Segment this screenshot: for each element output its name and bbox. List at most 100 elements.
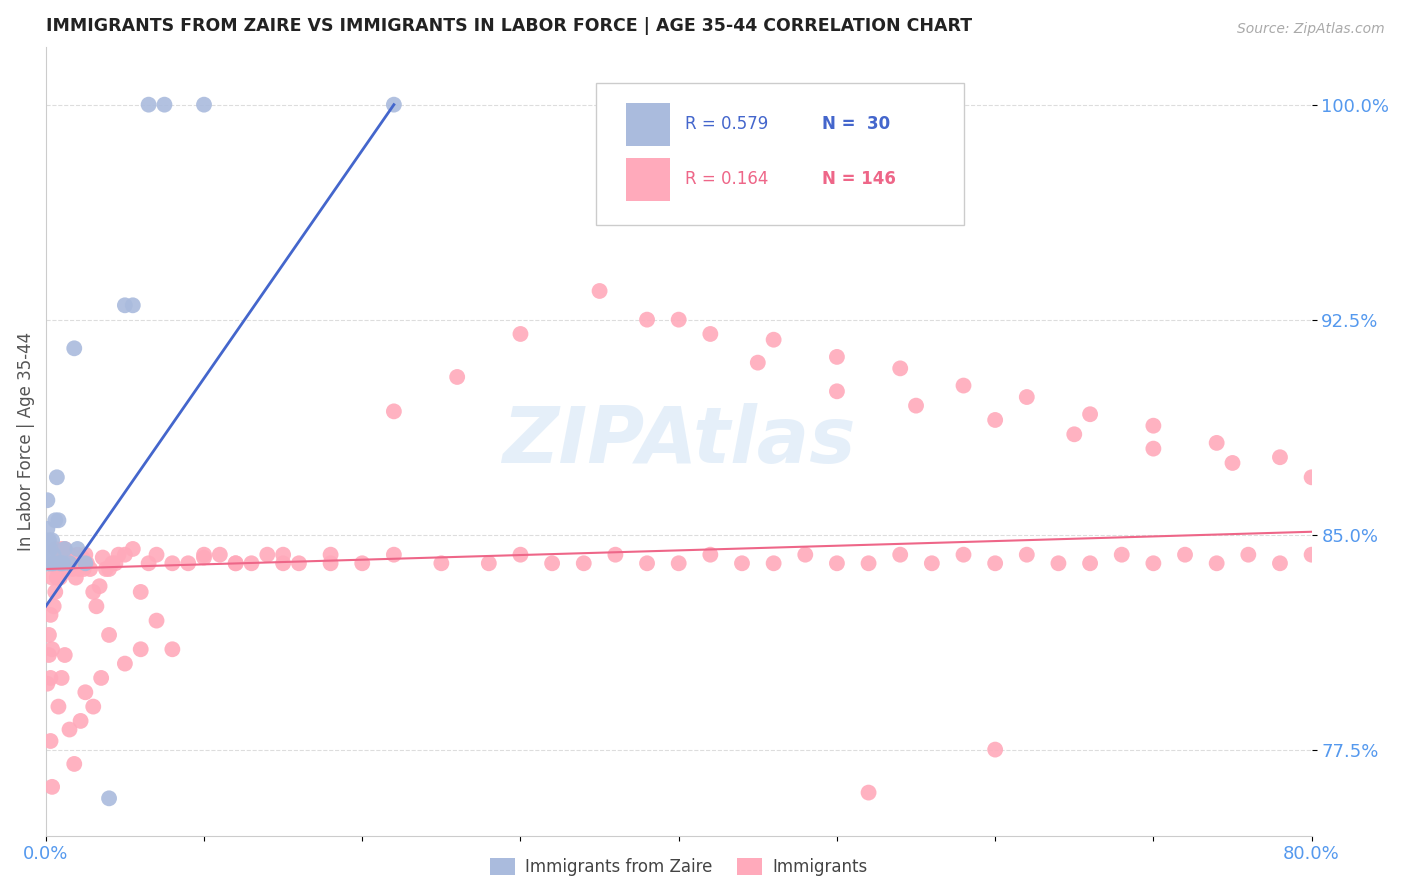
Point	[91, 550, 114, 565]
Point	[177, 556, 200, 570]
Point	[51, 556, 73, 570]
Point	[52, 550, 75, 565]
Point	[52, 556, 75, 570]
Point	[1205, 556, 1227, 570]
Point	[382, 548, 405, 562]
Point	[41, 780, 63, 794]
Point	[145, 548, 167, 562]
Point	[1015, 390, 1038, 404]
Point	[69, 556, 91, 570]
Point	[37, 522, 59, 536]
Point	[42, 556, 65, 570]
Point	[588, 284, 610, 298]
Point	[67, 562, 90, 576]
Point	[52, 556, 75, 570]
Text: N =  30: N = 30	[821, 115, 890, 133]
Point	[984, 742, 1007, 756]
Point	[101, 556, 124, 570]
Point	[1222, 456, 1244, 470]
Point	[382, 97, 405, 112]
Point	[145, 614, 167, 628]
Point	[288, 556, 311, 570]
Point	[38, 628, 60, 642]
FancyBboxPatch shape	[626, 158, 669, 201]
Point	[55, 562, 77, 576]
Point	[446, 370, 468, 384]
Point	[271, 556, 294, 570]
Point	[572, 556, 595, 570]
Point	[58, 556, 80, 570]
Point	[38, 648, 60, 662]
Point	[55, 550, 77, 565]
Point	[76, 556, 98, 570]
Text: N = 146: N = 146	[821, 170, 896, 188]
FancyBboxPatch shape	[596, 83, 963, 225]
Point	[636, 312, 658, 326]
Point	[51, 541, 73, 556]
Point	[762, 333, 785, 347]
Point	[58, 556, 80, 570]
Point	[38, 533, 60, 548]
Point	[225, 556, 247, 570]
Point	[48, 513, 70, 527]
Point	[44, 513, 66, 527]
Point	[1205, 436, 1227, 450]
Point	[107, 548, 129, 562]
Point	[41, 533, 63, 548]
Point	[1142, 418, 1164, 433]
Point	[42, 556, 65, 570]
Point	[45, 470, 67, 484]
Point	[89, 579, 111, 593]
Point	[1268, 556, 1291, 570]
Point	[121, 541, 143, 556]
Point	[60, 550, 83, 565]
Point	[51, 671, 73, 685]
Point	[162, 642, 184, 657]
Point	[1237, 548, 1260, 562]
Point	[73, 562, 96, 576]
Point	[952, 378, 974, 392]
Point	[41, 556, 63, 570]
Point	[63, 756, 86, 771]
Point	[66, 548, 89, 562]
Point	[825, 384, 848, 399]
Point	[138, 556, 160, 570]
Point	[104, 556, 127, 570]
Point	[39, 556, 62, 570]
Point	[114, 548, 136, 562]
Point	[430, 556, 453, 570]
Point	[352, 556, 374, 570]
Legend: Immigrants from Zaire, Immigrants: Immigrants from Zaire, Immigrants	[484, 851, 875, 882]
Point	[825, 350, 848, 364]
Point	[478, 556, 501, 570]
Point	[94, 562, 117, 576]
Point	[48, 550, 70, 565]
Text: ZIPAtlas: ZIPAtlas	[502, 403, 855, 480]
Point	[82, 585, 104, 599]
Point	[121, 298, 143, 312]
Point	[162, 556, 184, 570]
Point	[138, 97, 160, 112]
Point	[49, 571, 72, 585]
Point	[921, 556, 943, 570]
Point	[747, 356, 769, 370]
Point	[1015, 548, 1038, 562]
Point	[636, 556, 658, 570]
Point	[114, 298, 136, 312]
Point	[75, 685, 97, 699]
Point	[193, 97, 215, 112]
Point	[48, 565, 70, 579]
Point	[905, 399, 928, 413]
Point	[699, 548, 721, 562]
Point	[1174, 548, 1197, 562]
Point	[37, 676, 59, 690]
Point	[1142, 442, 1164, 456]
Point	[256, 548, 278, 562]
Point	[63, 556, 86, 570]
Point	[271, 548, 294, 562]
Point	[605, 548, 627, 562]
Point	[858, 556, 880, 570]
Point	[44, 585, 66, 599]
Point	[509, 548, 531, 562]
Point	[1268, 450, 1291, 465]
